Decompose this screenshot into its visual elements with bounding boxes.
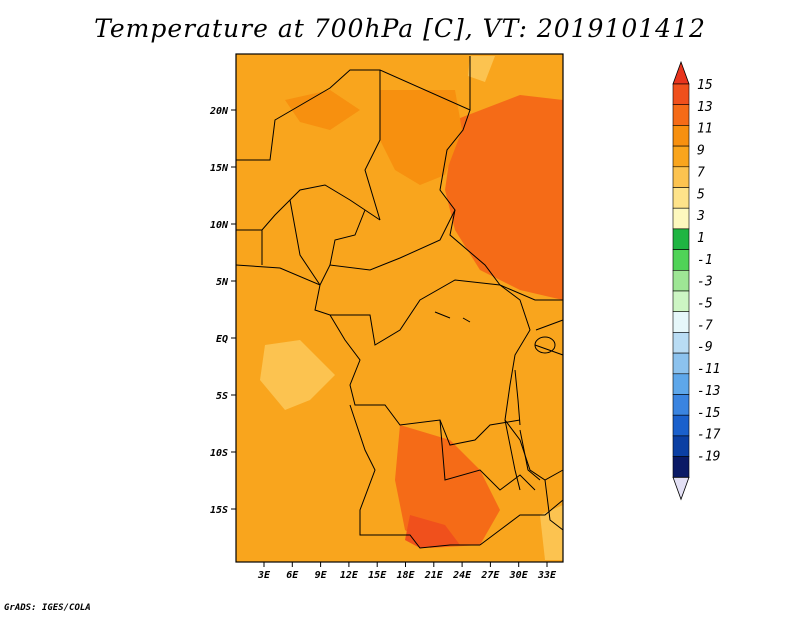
colorbar-segment	[672, 166, 690, 188]
colorbar-segment	[672, 311, 690, 333]
lon-tick-label: 21E	[424, 570, 444, 581]
map-panel	[235, 53, 564, 563]
colorbar-label: 3	[696, 209, 705, 224]
colorbar-segment	[672, 104, 690, 126]
lat-tick-label: 20N	[209, 106, 229, 117]
colorbar-label: -5	[697, 297, 713, 312]
lon-tick-label: 33E	[537, 570, 557, 581]
colorbar-bottom-arrow	[672, 476, 690, 501]
lakes	[434, 311, 556, 481]
colorbar-segment	[672, 228, 690, 250]
colorbar-label: -17	[697, 428, 721, 443]
colorbar-label: 13	[697, 100, 713, 115]
colorbar-label: 5	[697, 187, 705, 202]
colorbar-label: -9	[697, 340, 713, 355]
colorbar-segment	[672, 269, 690, 292]
colorbar-label: -11	[697, 362, 720, 377]
colorbar-segment	[672, 145, 690, 168]
hot-region-south	[405, 515, 460, 548]
lat-tick-label: EQ	[216, 334, 228, 345]
lon-tick-label: 27E	[480, 570, 500, 581]
lat-tick-label: 10S	[210, 448, 228, 459]
colorbar-segment	[672, 83, 690, 106]
country-borders	[235, 56, 564, 549]
colorbar-label: -15	[697, 406, 721, 421]
cool-patch-northeast	[468, 56, 495, 82]
cool-region-atlantic	[260, 340, 335, 410]
colorbar-segment	[672, 249, 690, 271]
lon-tick-label: 18E	[396, 570, 415, 581]
lon-tick-label: 24E	[452, 570, 472, 581]
colorbar-label: -3	[697, 275, 713, 290]
colorbar-label: 9	[697, 144, 705, 159]
colorbar-label: 11	[697, 122, 713, 137]
lat-tick-label: 15N	[210, 163, 229, 174]
warm-region-north	[285, 90, 360, 130]
colorbar-segment	[672, 373, 690, 395]
colorbar-segment	[672, 394, 690, 416]
colorbar-segment	[672, 290, 690, 313]
lon-tick-label: 6E	[286, 570, 299, 581]
colorbar-segment	[672, 207, 690, 230]
warm-region-sudan	[445, 95, 563, 300]
lat-tick-label: 5N	[216, 277, 229, 288]
map-frame	[235, 53, 564, 563]
lon-tick-label: 3E	[257, 570, 271, 581]
colorbar-label: -13	[697, 384, 720, 399]
colorbar-label: -7	[697, 318, 713, 333]
colorbar: 15 13 11 9 7 5 3 1 -1 -3 -5 -7 -9 -11 -13 -15 -17 -19	[672, 60, 721, 501]
colorbar-top-arrow	[672, 60, 690, 85]
lon-tick-label: 9E	[315, 570, 328, 581]
colorbar-segment	[672, 352, 690, 375]
lat-tick-label: 5S	[216, 391, 228, 402]
colorbar-segment	[672, 456, 690, 478]
colorbar-label: -19	[697, 449, 720, 464]
lon-tick-label: 30E	[509, 570, 529, 581]
lat-tick-label: 10N	[210, 220, 229, 231]
colorbar-label: 7	[697, 165, 705, 180]
colorbar-segment	[672, 125, 690, 147]
cool-region-southeast	[540, 505, 563, 560]
footer-credit: GrADS: IGES/COLA	[4, 603, 91, 613]
map-title: Temperature at 700hPa [C], VT: 201910141…	[94, 14, 706, 43]
warm-region-chad	[380, 90, 462, 185]
lon-tick-label: 12E	[340, 570, 359, 581]
warm-region-angola-zambia	[395, 425, 500, 548]
lon-axis: 3E 6E 9E 12E 15E 18E 21E 24E 27E 30E 33E	[257, 562, 557, 581]
lat-axis: 20N 15N 10N 5N EQ 5S 10S 15S	[209, 106, 236, 516]
colorbar-label: -1	[697, 253, 713, 268]
lat-tick-label: 15S	[210, 505, 228, 516]
colorbar-segment	[672, 187, 690, 209]
colorbar-label: 15	[697, 78, 713, 93]
lon-tick-label: 15E	[368, 570, 387, 581]
colorbar-segment	[672, 332, 690, 354]
colorbar-segment	[672, 435, 690, 457]
colorbar-label: 1	[697, 231, 705, 246]
colorbar-segment	[672, 414, 690, 437]
